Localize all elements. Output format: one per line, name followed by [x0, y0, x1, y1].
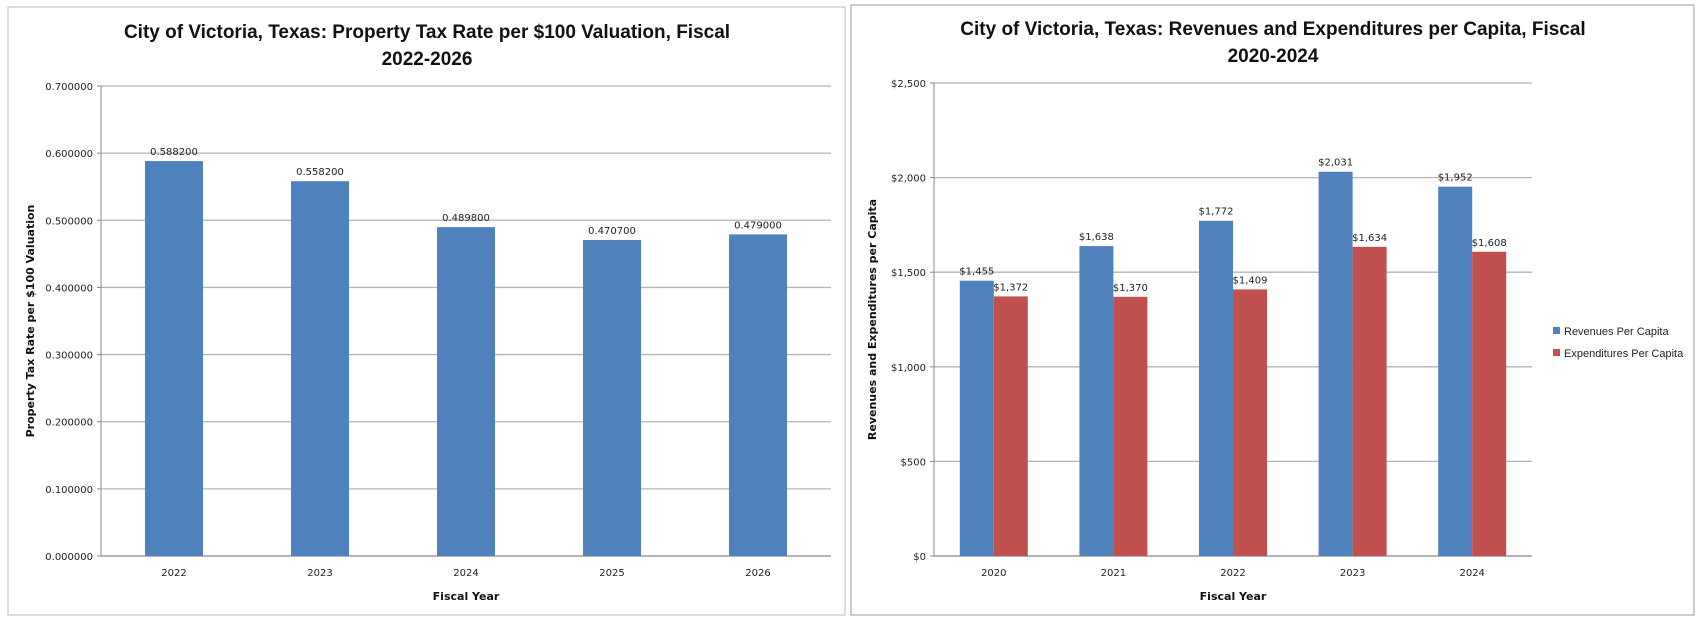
data-label: $1,634	[1352, 233, 1387, 244]
y-tick-label: $1,000	[891, 363, 926, 374]
bar	[437, 227, 495, 557]
bar	[583, 239, 641, 557]
y-tick-label: 0.700000	[45, 82, 93, 93]
bar	[1113, 296, 1148, 556]
x-tick-label: 2025	[599, 568, 624, 579]
y-axis-title: Revenues and Expenditures per Capita	[866, 199, 879, 440]
y-tick-label: $2,000	[891, 174, 926, 185]
bar	[1438, 186, 1473, 557]
data-label: 0.479000	[734, 220, 782, 231]
bar	[959, 280, 994, 556]
y-tick-label: 0.200000	[45, 418, 93, 429]
x-tick-label: 2024	[453, 568, 478, 579]
y-tick-label: $0	[913, 552, 926, 563]
bar	[291, 181, 349, 557]
legend-label: Expenditures Per Capita	[1564, 348, 1684, 360]
y-tick-label: 0.600000	[45, 149, 93, 160]
y-tick-label: 0.100000	[45, 485, 93, 496]
data-label: $1,952	[1438, 173, 1473, 184]
x-tick-label: 2023	[1340, 568, 1365, 579]
bar	[1233, 289, 1267, 556]
data-label: $1,372	[993, 282, 1028, 293]
y-tick-label: $2,500	[891, 79, 926, 90]
data-label: $2,031	[1318, 158, 1353, 169]
y-tick-label: $1,500	[891, 268, 926, 279]
legend-swatch	[1553, 327, 1560, 334]
x-tick-label: 2022	[1220, 568, 1245, 579]
data-label: 0.588200	[150, 147, 198, 158]
x-tick-label: 2023	[307, 568, 332, 579]
bar	[1472, 251, 1507, 556]
y-tick-label: 0.400000	[45, 283, 93, 294]
data-label: 0.489800	[442, 213, 490, 224]
bar	[993, 296, 1028, 556]
chart-title: 2020-2024	[1228, 46, 1319, 67]
chart-title: City of Victoria, Texas: Property Tax Ra…	[124, 22, 730, 43]
chart-1-frame	[7, 6, 846, 616]
bar	[729, 234, 787, 556]
y-axis-title: Property Tax Rate per $100 Valuation	[24, 205, 37, 438]
bar	[1079, 246, 1114, 556]
bar	[1199, 220, 1233, 556]
chart-title: 2022-2026	[382, 49, 473, 70]
x-tick-label: 2021	[1101, 568, 1126, 579]
legend-swatch	[1553, 349, 1560, 356]
x-tick-label: 2026	[745, 568, 770, 579]
data-label: $1,455	[959, 267, 994, 278]
x-tick-label: 2024	[1459, 568, 1484, 579]
data-label: 0.558200	[296, 167, 344, 178]
x-tick-label: 2020	[981, 568, 1006, 579]
data-label: $1,409	[1233, 275, 1268, 286]
y-tick-label: 0.500000	[45, 216, 93, 227]
x-axis-title: Fiscal Year	[1200, 590, 1267, 603]
legend-label: Revenues Per Capita	[1564, 326, 1669, 338]
bar	[145, 161, 203, 556]
x-axis-title: Fiscal Year	[433, 590, 500, 603]
data-label: $1,638	[1079, 232, 1114, 243]
chart-title: City of Victoria, Texas: Revenues and Ex…	[960, 19, 1585, 40]
data-label: $1,608	[1472, 238, 1507, 249]
bar	[1352, 246, 1387, 556]
x-tick-label: 2022	[161, 568, 186, 579]
y-tick-label: 0.300000	[45, 351, 93, 362]
bar	[1318, 171, 1353, 556]
y-tick-label: $500	[901, 457, 926, 468]
data-label: $1,370	[1113, 283, 1148, 294]
data-label: 0.470700	[588, 226, 636, 237]
data-label: $1,772	[1199, 207, 1234, 218]
y-tick-label: 0.000000	[45, 552, 93, 563]
